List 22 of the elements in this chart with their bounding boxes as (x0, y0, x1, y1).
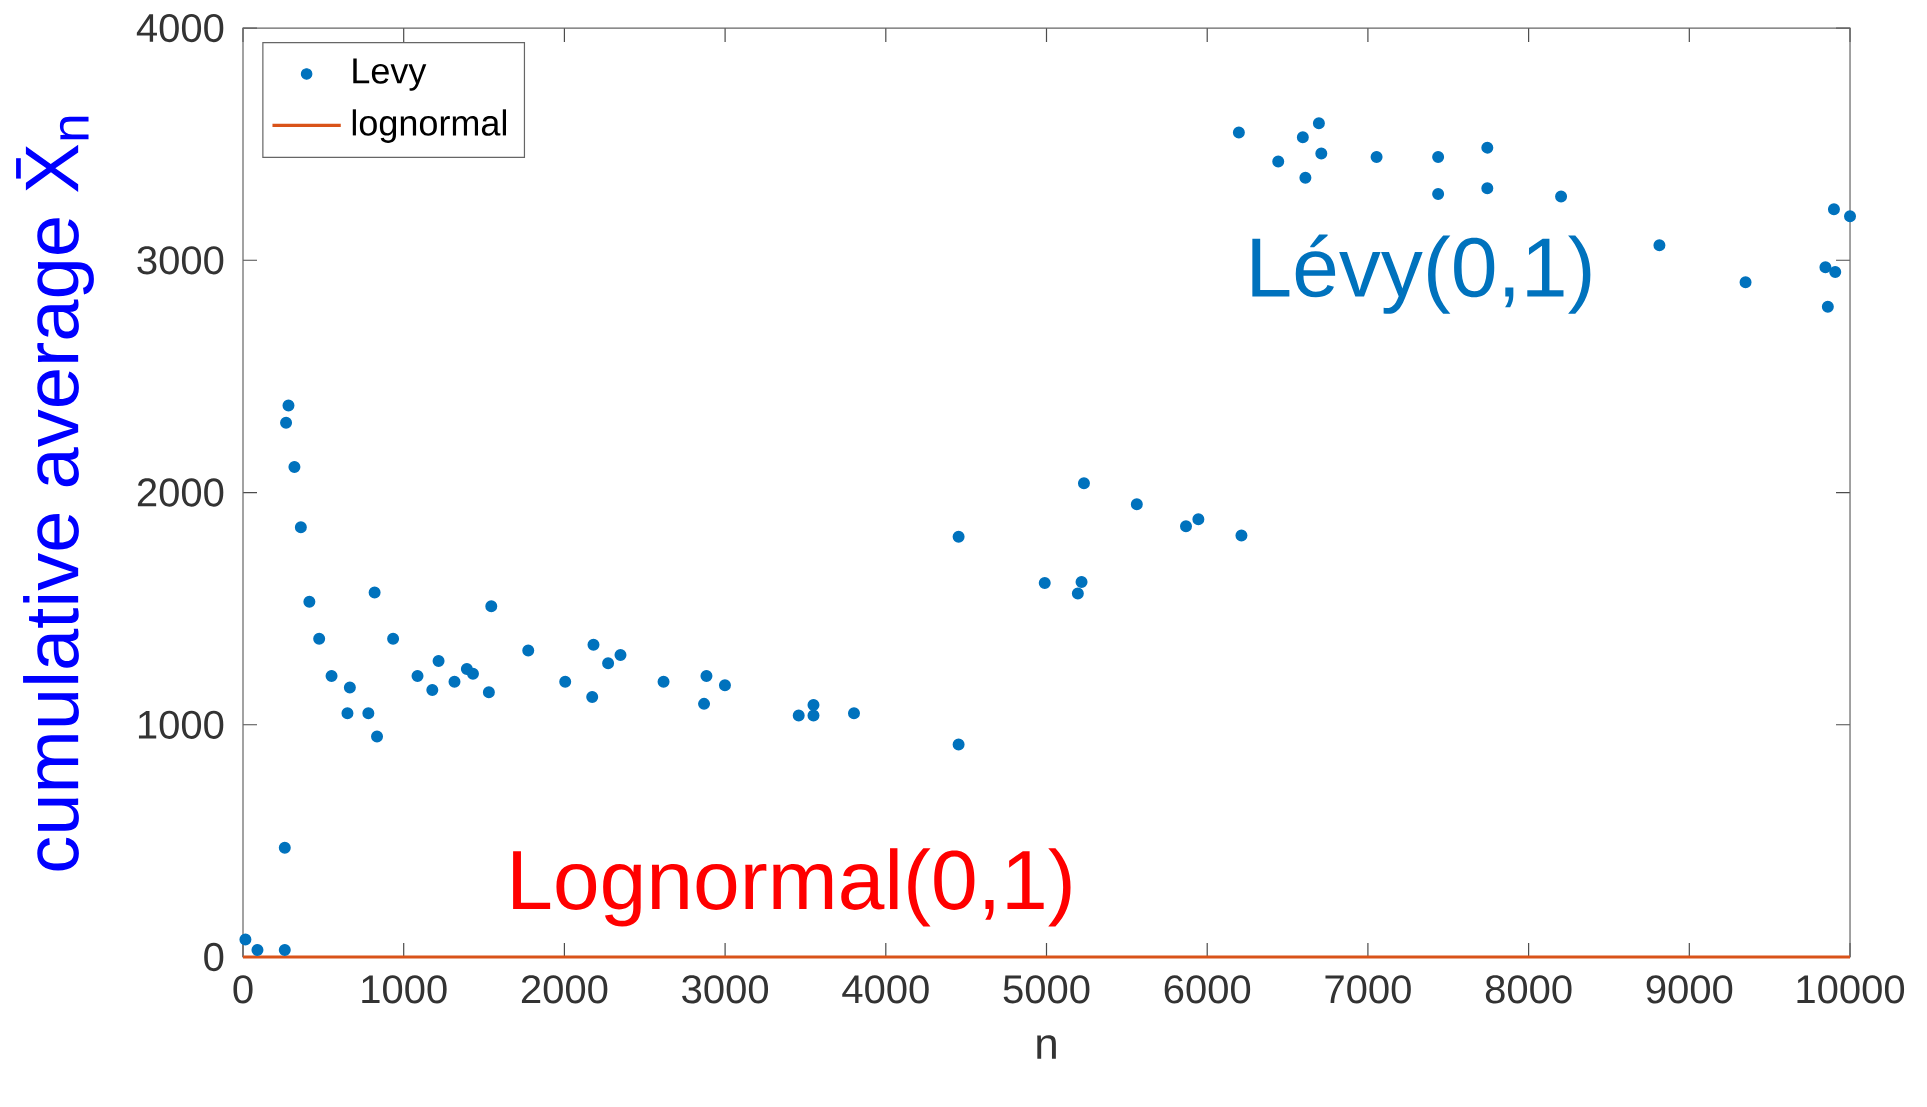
x-tick-label: 3000 (682, 975, 769, 1004)
x-tick-label: 9000 (1646, 975, 1733, 1004)
legend-label: Levy (353, 58, 427, 91)
x-tick-label: 5000 (1003, 975, 1090, 1004)
x-tick-label: 7000 (1325, 975, 1411, 1004)
annotation: Lognormal(0,1) (513, 848, 1071, 927)
x-tick-label: 10000 (1797, 975, 1905, 1004)
x-tick-label: 6000 (1164, 975, 1251, 1004)
y-tick-label: 1000 (138, 710, 224, 739)
y-tick-label: 2000 (137, 478, 224, 507)
x-tick-label: 0 (233, 975, 253, 1004)
annotation: Lévy(0,1) (1252, 234, 1591, 314)
x-tick-label: 1000 (362, 975, 447, 1004)
y-axis-title: cumulative average X̄$_{n}$ (16, 116, 94, 871)
x-tick-label: 2000 (521, 975, 608, 1004)
y-tick-label: 0 (204, 942, 224, 972)
legend-label: lognormal (352, 109, 506, 143)
y-tick-label: 4000 (136, 13, 224, 43)
x-tick-label: 4000 (842, 975, 929, 1004)
x-axis-title: n (1037, 1035, 1056, 1059)
x-tick-label: 8000 (1485, 975, 1572, 1004)
y-tick-label: 3000 (137, 246, 224, 275)
